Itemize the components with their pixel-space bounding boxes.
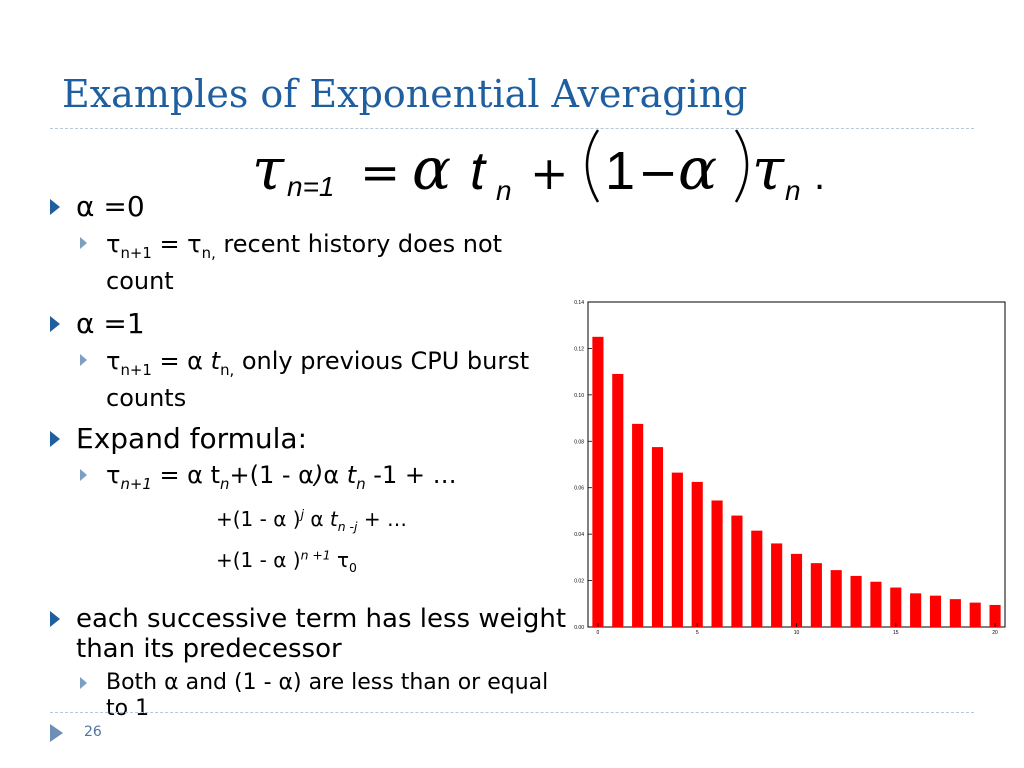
bullet-alpha-1: α =1 [48,306,568,340]
x-tick-label: 0 [597,630,600,636]
y-tick-label: 0.06 [574,486,584,492]
chart-bar [671,472,683,627]
sub-bullet-alpha-1-text: τn+1 = α tn, only previous CPU burst cou… [106,346,530,412]
chart-bar [870,581,882,627]
y-tick-label: 0.10 [574,393,584,399]
sub-bullet-alpha-1: τn+1 = α tn, only previous CPU burst cou… [48,347,568,412]
sub-bullet-both-alpha-text: Both α and (1 - α) are less than or equa… [106,669,549,721]
chart-bar [771,543,783,627]
slide-title: Examples of Exponential Averaging [62,72,748,116]
bullet-expand-formula-text: Expand formula: [76,421,308,455]
sub-bullet-both-alpha: Both α and (1 - α) are less than or equa… [48,670,568,722]
formula-n-sub-tau: n [785,175,801,206]
expand-line2-text: +(1 - α )j α tn -j + … [216,506,407,535]
bullet-arrow-icon [50,199,60,215]
expand-line3-text: +(1 - α )n +1 τ0 [216,547,357,575]
chart-bar [711,500,723,627]
formula-left-paren [585,129,600,203]
chart-bar [830,570,842,627]
x-tick-label: 15 [893,630,899,636]
chart-bar [592,336,604,627]
formula-tau-rhs: τ [752,135,785,203]
sub-bullet-arrow-icon [80,237,87,249]
chart-bar [612,373,624,627]
footer-divider [50,712,974,713]
bullet-arrow-icon [50,315,60,332]
formula-n1-sub: n=1 [287,171,335,202]
y-tick-label: 0.14 [574,300,584,306]
title-divider [50,128,974,129]
sub-bullet-alpha-0: τn+1 = τn, recent history does not count [48,230,568,295]
expand-line2: +(1 - α )j α tn -j + … [48,502,568,539]
y-tick-label: 0.12 [574,346,584,352]
bullet-arrow-icon [50,430,60,447]
chart-bar [731,515,743,627]
chart-bar [632,423,644,627]
x-tick-label: 10 [794,630,800,636]
chart-bar [989,604,1001,627]
bullet-expand-formula: Expand formula: [48,421,568,455]
bullet-successive-term: each successive term has less weight tha… [48,604,568,664]
sub-bullet-arrow-icon [80,353,87,366]
sub-bullet-expand-line1-text: τn+1 = α tn+(1 - α)α tn -1 + … [106,460,457,493]
chart-bar [790,553,803,627]
formula-t: t [470,141,487,201]
chart-bar [910,593,922,627]
formula-period: . [814,154,825,198]
y-tick-label: 0.00 [574,625,584,631]
chart-bar [651,447,664,627]
formula-n-sub-t: n [496,175,512,206]
formula-alpha-2: α [678,135,717,203]
x-tick-label: 5 [696,630,699,636]
page-number: 26 [84,724,102,740]
expand-line3: +(1 - α )n +1 τ0 [48,543,568,580]
sub-bullet-arrow-icon [80,676,87,689]
formula-one: 1 [605,141,635,201]
ema-formula: τ n=1 = α t n + 1 − α τ n . [250,124,850,214]
formula-equals: = [360,145,400,201]
chart-bar [929,595,942,627]
bullet-successive-term-text: each successive term has less weight tha… [76,603,567,664]
chart-bar [691,481,703,627]
chart-bar [890,587,902,627]
formula-alpha: α [412,135,451,203]
chart-bar [751,530,763,627]
formula-plus: + [530,146,569,200]
formula-minus: − [638,145,678,201]
bullet-alpha-1-text: α =1 [76,306,145,340]
y-tick-label: 0.02 [574,579,584,585]
bullet-alpha-0-text: α =0 [76,190,145,223]
x-tick-label: 20 [992,630,998,636]
chart-bar [850,575,862,627]
chart-bar [949,599,961,627]
bullet-list: α =0 τn+1 = τn, recent history does not … [48,190,568,722]
sub-bullet-expand-line1: τn+1 = α tn+(1 - α)α tn -1 + … [48,462,568,497]
weights-bar-chart-svg: 0.00 0.02 0.04 0.06 0.08 0.10 0.12 0.14 0 5 10 15 20 [574,300,1006,636]
y-tick-label: 0.08 [574,439,584,445]
chart-bar [969,602,981,627]
weights-bar-chart: 0.00 0.02 0.04 0.06 0.08 0.10 0.12 0.14 0 5 10 15 20 [565,300,1024,640]
bullet-arrow-icon [50,610,60,627]
formula-right-paren [734,129,749,203]
sub-bullet-arrow-icon [80,468,87,481]
formula-tau-lhs: τ [252,135,285,203]
chart-bar [810,563,822,627]
y-tick-label: 0.04 [574,532,584,538]
bullet-alpha-0: α =0 [48,192,568,222]
sub-bullet-alpha-0-text: τn+1 = τn, recent history does not count [106,230,503,295]
footer-arrow-icon [50,724,63,742]
